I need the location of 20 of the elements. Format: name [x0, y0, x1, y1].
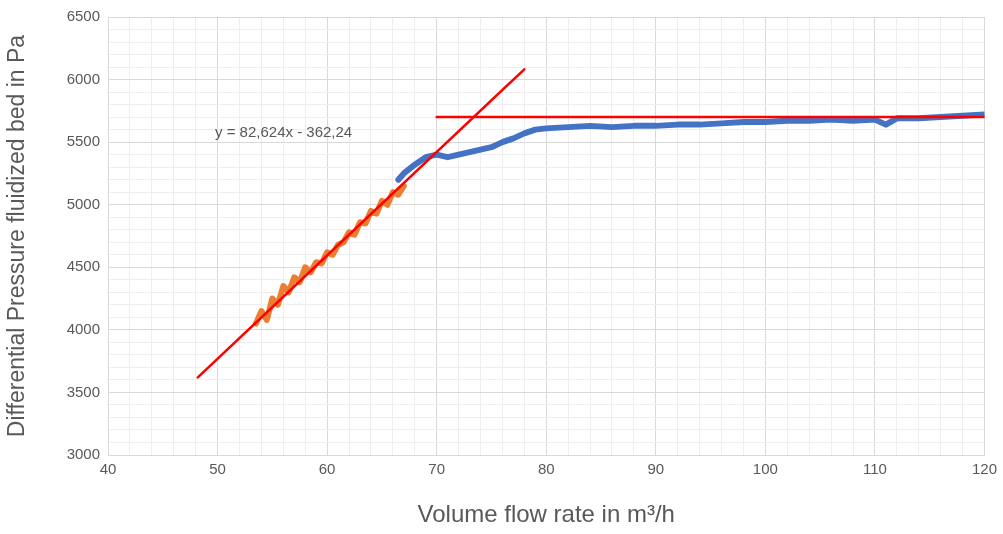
x-tick-label: 80 — [537, 460, 555, 478]
y-tick-label: 3000 — [66, 445, 100, 463]
x-axis-title: Volume flow rate in m³/h — [417, 500, 675, 528]
annotation: y = 82,624x - 362,24 — [215, 123, 353, 141]
y-tick-label: 5500 — [66, 132, 100, 150]
y-tick-label: 4500 — [66, 257, 100, 275]
x-tick-label: 70 — [428, 460, 446, 478]
y-tick-label: 5000 — [66, 194, 100, 212]
x-tick-label: 50 — [209, 460, 226, 478]
y-tick-label: 6500 — [66, 7, 100, 25]
x-tick-label: 60 — [318, 460, 336, 478]
x-tick-label: 40 — [99, 460, 117, 478]
y-axis-title: Differential Pressure fluidized bed in Pa — [3, 34, 30, 438]
y-tick-label: 4000 — [66, 320, 100, 337]
y-tick-label: 6000 — [66, 69, 100, 87]
y-tick-label: 3500 — [66, 382, 100, 400]
x-tick-label: 120 — [971, 460, 997, 478]
x-tick-label: 90 — [647, 460, 665, 478]
x-tick-label: 110 — [862, 460, 887, 478]
x-tick-label: 100 — [752, 460, 778, 478]
